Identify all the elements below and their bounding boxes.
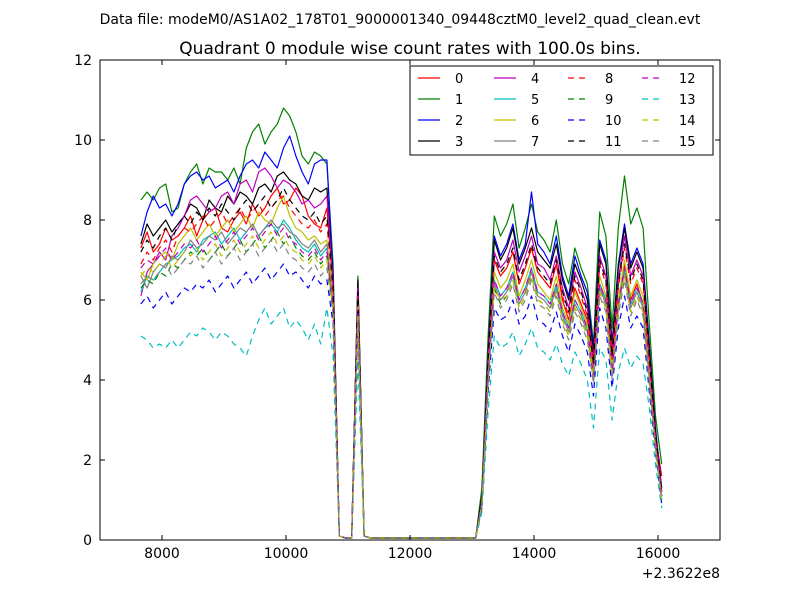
series-line-11 — [140, 187, 663, 539]
legend-label-12: 12 — [679, 72, 696, 87]
x-tick-label: 8000 — [144, 546, 180, 562]
legend-label-9: 9 — [605, 93, 613, 108]
plot-lines — [140, 107, 663, 539]
legend-label-1: 1 — [455, 93, 463, 108]
chart-title: Quadrant 0 module wise count rates with … — [179, 39, 640, 59]
y-tick-label: 4 — [83, 373, 92, 389]
x-tick-label: 10000 — [264, 546, 309, 562]
y-tick-label: 0 — [83, 533, 92, 549]
y-tick-label: 6 — [83, 293, 92, 309]
legend-label-5: 5 — [531, 93, 539, 108]
y-tick-label: 8 — [83, 213, 92, 229]
x-tick-label: 14000 — [512, 546, 557, 562]
y-tick-label: 2 — [83, 453, 92, 469]
legend-label-7: 7 — [531, 135, 539, 150]
legend-label-4: 4 — [531, 72, 539, 87]
figure-suptitle: Data file: modeM0/AS1A02_178T01_90000013… — [100, 12, 701, 28]
y-tick-label: 12 — [74, 53, 92, 69]
series-line-15 — [140, 239, 663, 539]
legend-frame — [409, 65, 714, 156]
series-line-14 — [140, 231, 663, 539]
legend-label-14: 14 — [679, 114, 696, 129]
legend-label-13: 13 — [679, 93, 696, 108]
legend-label-0: 0 — [455, 72, 463, 87]
legend-label-10: 10 — [605, 114, 622, 129]
legend-label-11: 11 — [605, 135, 622, 150]
x-tick-label: 12000 — [388, 546, 433, 562]
legend-label-8: 8 — [605, 72, 613, 87]
x-offset-label: +2.3622e8 — [642, 566, 720, 582]
legend-label-15: 15 — [679, 135, 696, 150]
legend-label-6: 6 — [531, 114, 539, 129]
series-line-10 — [140, 263, 663, 539]
x-tick-label: 16000 — [636, 546, 681, 562]
legend-label-2: 2 — [455, 114, 463, 129]
y-tick-label: 10 — [74, 133, 92, 149]
legend-label-3: 3 — [455, 135, 463, 150]
